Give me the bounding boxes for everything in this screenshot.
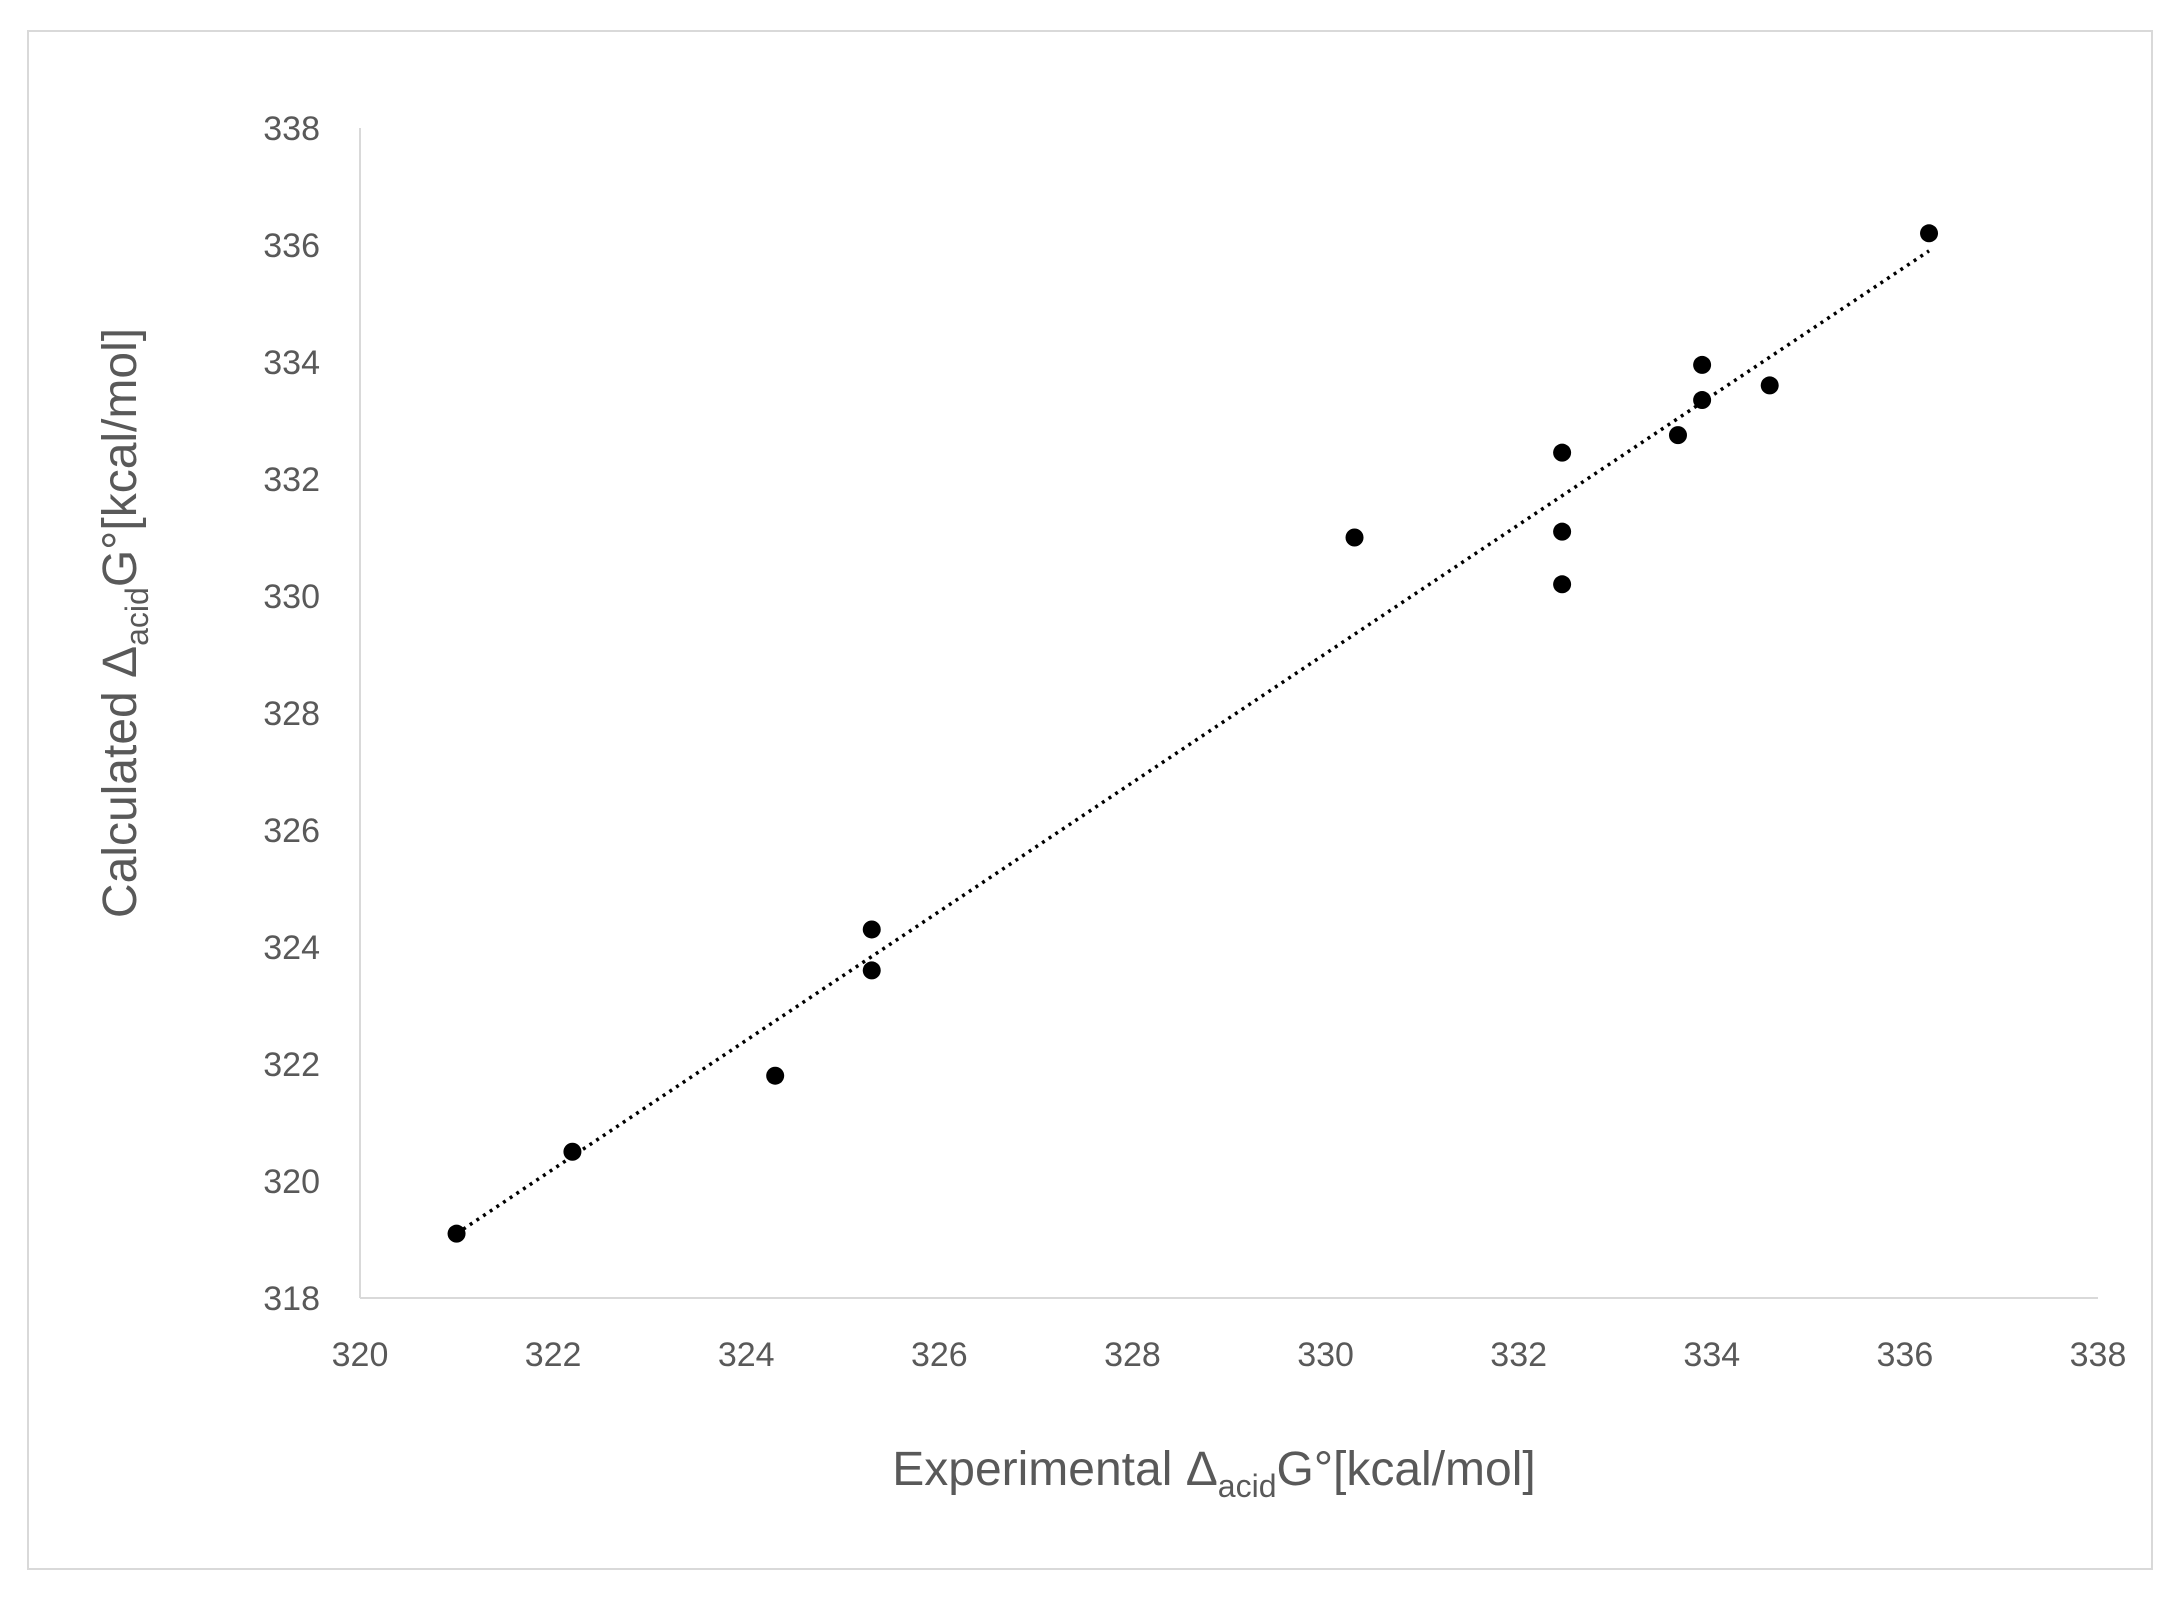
y-axis-title-pre: Calculated Δ bbox=[94, 646, 147, 918]
data-point bbox=[563, 1142, 582, 1161]
x-tick-label: 322 bbox=[525, 1336, 582, 1374]
x-axis-title-sub: acid bbox=[1218, 1468, 1277, 1504]
data-point bbox=[1693, 355, 1712, 374]
data-point bbox=[1345, 528, 1364, 547]
x-axis-title-pre: Experimental Δ bbox=[892, 1443, 1218, 1496]
y-axis-title-sub: acid bbox=[119, 587, 155, 646]
data-point bbox=[1693, 391, 1712, 410]
data-point bbox=[1553, 522, 1572, 541]
y-tick-labels: 318 320 322 324 326 328 330 332 334 336 338 bbox=[263, 110, 320, 1318]
y-tick-label: 328 bbox=[263, 695, 320, 733]
x-tick-labels: 320 322 324 326 328 330 332 334 336 338 bbox=[332, 1336, 2127, 1374]
data-point bbox=[1553, 575, 1572, 594]
y-tick-label: 334 bbox=[263, 344, 320, 382]
x-tick-label: 324 bbox=[718, 1336, 775, 1374]
data-point bbox=[1553, 443, 1572, 462]
chart-frame bbox=[27, 30, 2153, 1570]
x-tick-label: 336 bbox=[1877, 1336, 1934, 1374]
x-tick-label: 320 bbox=[332, 1336, 389, 1374]
data-point bbox=[1920, 224, 1939, 243]
data-points bbox=[447, 224, 1939, 1243]
y-tick-label: 336 bbox=[263, 227, 320, 265]
y-tick-label: 320 bbox=[263, 1163, 320, 1201]
y-axis-title: Calculated ΔacidG°[kcal/mol] bbox=[94, 328, 155, 918]
data-point bbox=[447, 1224, 466, 1243]
y-tick-label: 338 bbox=[263, 110, 320, 148]
x-tick-label: 326 bbox=[911, 1336, 968, 1374]
x-tick-label: 338 bbox=[2070, 1336, 2127, 1374]
y-tick-label: 332 bbox=[263, 461, 320, 499]
x-axis-title: Experimental ΔacidG°[kcal/mol] bbox=[892, 1443, 1535, 1504]
data-point bbox=[1668, 426, 1687, 445]
data-point bbox=[862, 961, 881, 980]
y-tick-label: 324 bbox=[263, 929, 320, 967]
x-tick-label: 330 bbox=[1297, 1336, 1354, 1374]
y-tick-label: 326 bbox=[263, 812, 320, 850]
y-tick-label: 322 bbox=[263, 1046, 320, 1084]
x-tick-label: 334 bbox=[1683, 1336, 1740, 1374]
y-axis-title-post: G°[kcal/mol] bbox=[94, 328, 147, 587]
x-tick-label: 328 bbox=[1104, 1336, 1161, 1374]
axes bbox=[359, 128, 2098, 1299]
data-point bbox=[1760, 376, 1779, 395]
y-tick-label: 330 bbox=[263, 578, 320, 616]
y-tick-label: 318 bbox=[263, 1280, 320, 1318]
data-point bbox=[766, 1066, 785, 1085]
data-point bbox=[862, 920, 881, 939]
x-tick-label: 332 bbox=[1490, 1336, 1547, 1374]
x-axis-title-post: G°[kcal/mol] bbox=[1276, 1443, 1535, 1496]
